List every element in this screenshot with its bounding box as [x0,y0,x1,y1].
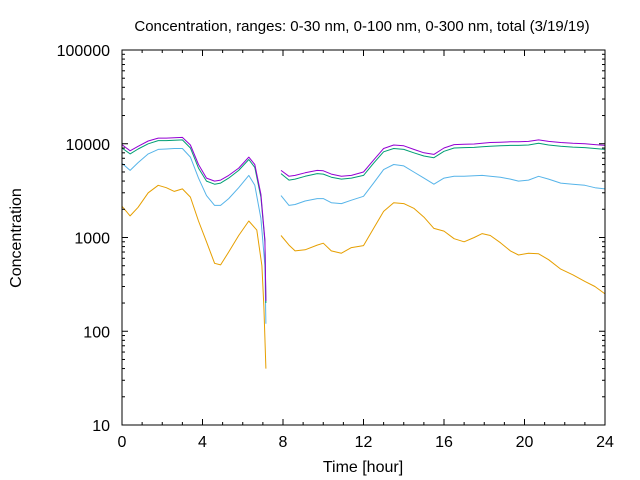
series-line-2-segment-2 [280,164,606,206]
series-line-1-segment-1 [121,184,267,369]
x-tick-label: 16 [435,434,453,451]
series-line-1-segment-2 [280,202,606,295]
x-tick-label: 4 [198,434,207,451]
chart-title: Concentration, ranges: 0-30 nm, 0-100 nm… [134,18,589,35]
ticks-layer: 0 4 8 12 16 20 24 10 100 1000 10000 100000 [57,43,614,451]
y-tick-label: 100 [83,324,110,341]
series-line-4-segment-1 [121,136,267,302]
x-axis-title: Time [hour] [323,459,403,476]
y-tick-label: 10 [92,418,110,435]
y-tick-label: 10000 [66,137,111,154]
x-tick-label: 12 [355,434,373,451]
series-layer [121,136,606,369]
y-tick-label: 100000 [57,43,110,60]
x-tick-label: 0 [118,434,127,451]
x-tick-label: 20 [516,434,534,451]
series-line-3-segment-1 [121,139,267,304]
y-tick-label: 1000 [74,231,110,248]
series-line-4-segment-2 [280,139,606,177]
x-tick-label: 24 [596,434,614,451]
y-axis-title: Concentration [8,188,25,288]
series-line-2-segment-1 [121,148,267,324]
x-tick-label: 8 [279,434,288,451]
series-line-3-segment-2 [280,142,606,181]
